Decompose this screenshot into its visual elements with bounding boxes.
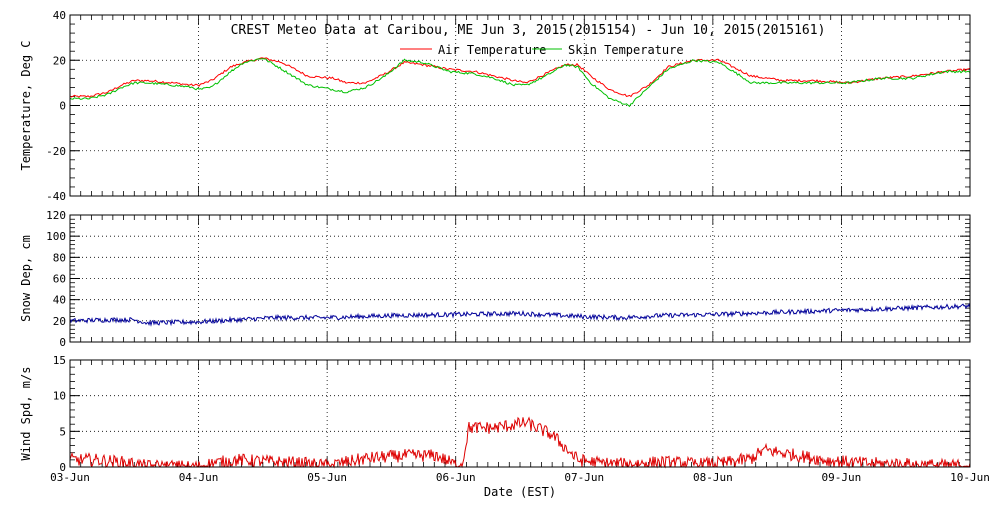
y-tick-label-snow: 0: [59, 336, 66, 349]
legend: Air Temperature Skin Temperature: [400, 43, 684, 57]
y-tick-label-wind: 5: [59, 425, 66, 438]
panel-frame-snow: [69, 214, 971, 343]
series-line-snow-0: [69, 303, 971, 327]
y-tick-label-snow: 100: [46, 230, 66, 243]
y-tick-label-snow: 80: [53, 251, 66, 264]
y-axis-label-wind: Wind Spd, m/s: [19, 367, 33, 461]
y-tick-label-temperature: 20: [53, 54, 66, 67]
y-tick-label-temperature: 40: [53, 9, 66, 22]
chart-title: CREST Meteo Data at Caribou, ME Jun 3, 2…: [231, 23, 826, 38]
legend-label-air-temperature: Air Temperature: [438, 43, 546, 57]
y-tick-label-snow: 40: [53, 294, 66, 307]
x-tick-label-04-Jun: 04-Jun: [179, 471, 219, 484]
y-tick-label-temperature: -20: [46, 145, 66, 158]
series-line-temperature-0: [69, 57, 971, 98]
x-tick-label-08-Jun: 08-Jun: [693, 471, 733, 484]
y-axis-label-snow: Snow Dep, cm: [19, 235, 33, 322]
y-tick-label-temperature: -40: [46, 190, 66, 203]
panel-frame-wind: [69, 359, 971, 468]
series-line-temperature-1: [69, 58, 971, 108]
panel-frame-temperature: [69, 14, 971, 197]
y-tick-label-wind: 15: [53, 354, 66, 367]
x-tick-label-06-Jun: 06-Jun: [436, 471, 476, 484]
x-tick-label-05-Jun: 05-Jun: [307, 471, 347, 484]
x-tick-label-03-Jun: 03-Jun: [50, 471, 90, 484]
y-tick-label-wind: 10: [53, 390, 66, 403]
y-tick-label-temperature: 0: [59, 100, 66, 113]
legend-label-skin-temperature: Skin Temperature: [568, 43, 684, 57]
x-axis-label: Date (EST): [484, 485, 556, 499]
y-tick-label-snow: 60: [53, 273, 66, 286]
x-tick-label-10-Jun: 10-Jun: [950, 471, 990, 484]
series-line-wind-0: [69, 416, 971, 469]
y-axis-label-temperature: Temperature, Deg C: [19, 40, 33, 170]
x-tick-label-07-Jun: 07-Jun: [564, 471, 604, 484]
y-tick-label-snow: 20: [53, 315, 66, 328]
y-tick-label-snow: 120: [46, 209, 66, 222]
y-tick-label-wind: 0: [59, 461, 66, 474]
x-tick-label-09-Jun: 09-Jun: [822, 471, 862, 484]
